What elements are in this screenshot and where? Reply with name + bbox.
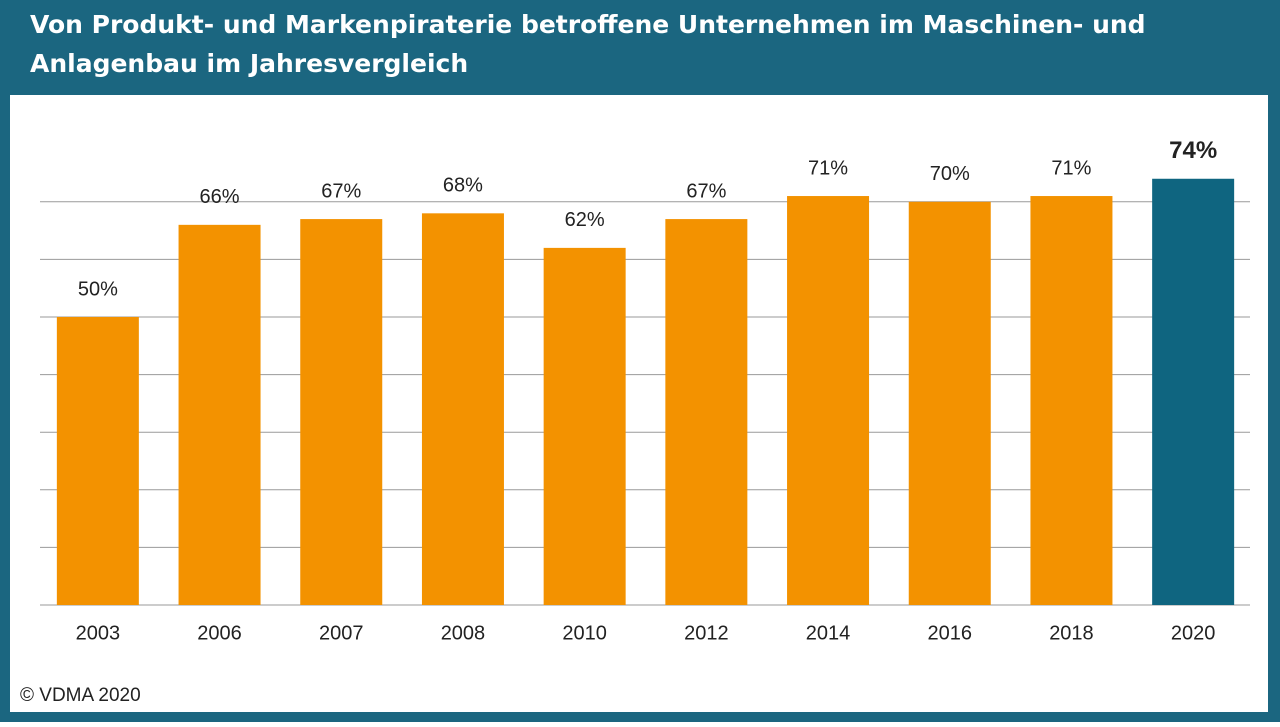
value-label: 70%	[930, 163, 970, 185]
x-tick-label: 2018	[1049, 622, 1094, 644]
x-tick-label: 2006	[197, 622, 242, 644]
bar	[787, 196, 870, 606]
x-tick-label: 2007	[319, 622, 364, 644]
bar	[56, 317, 139, 605]
chart-title: Von Produkt- und Markenpiraterie betroff…	[30, 10, 1146, 39]
bar	[300, 219, 383, 605]
value-label: 50%	[78, 278, 118, 300]
bar	[1152, 178, 1235, 605]
chart-title: Anlagenbau im Jahresvergleich	[30, 49, 468, 78]
bar	[908, 201, 991, 606]
x-tick-label: 2003	[76, 622, 121, 644]
bar	[421, 213, 504, 605]
bar	[1030, 196, 1113, 606]
value-label: 67%	[686, 180, 726, 202]
value-label: 66%	[200, 186, 240, 208]
source: © VDMA 2020	[20, 685, 141, 706]
value-label: 74%	[1169, 137, 1217, 164]
value-label: 67%	[321, 180, 361, 202]
x-tick-label: 2010	[562, 622, 607, 644]
bar	[178, 224, 261, 605]
x-tick-label: 2020	[1171, 622, 1216, 644]
bar	[665, 219, 748, 605]
x-tick-label: 2016	[928, 622, 973, 644]
value-label: 71%	[1051, 157, 1091, 179]
x-tick-label: 2008	[441, 622, 486, 644]
bar	[543, 247, 626, 605]
value-label: 68%	[443, 175, 483, 197]
value-label: 71%	[808, 157, 848, 179]
value-label: 62%	[565, 209, 605, 231]
x-tick-label: 2012	[684, 622, 729, 644]
x-tick-label: 2014	[806, 622, 851, 644]
